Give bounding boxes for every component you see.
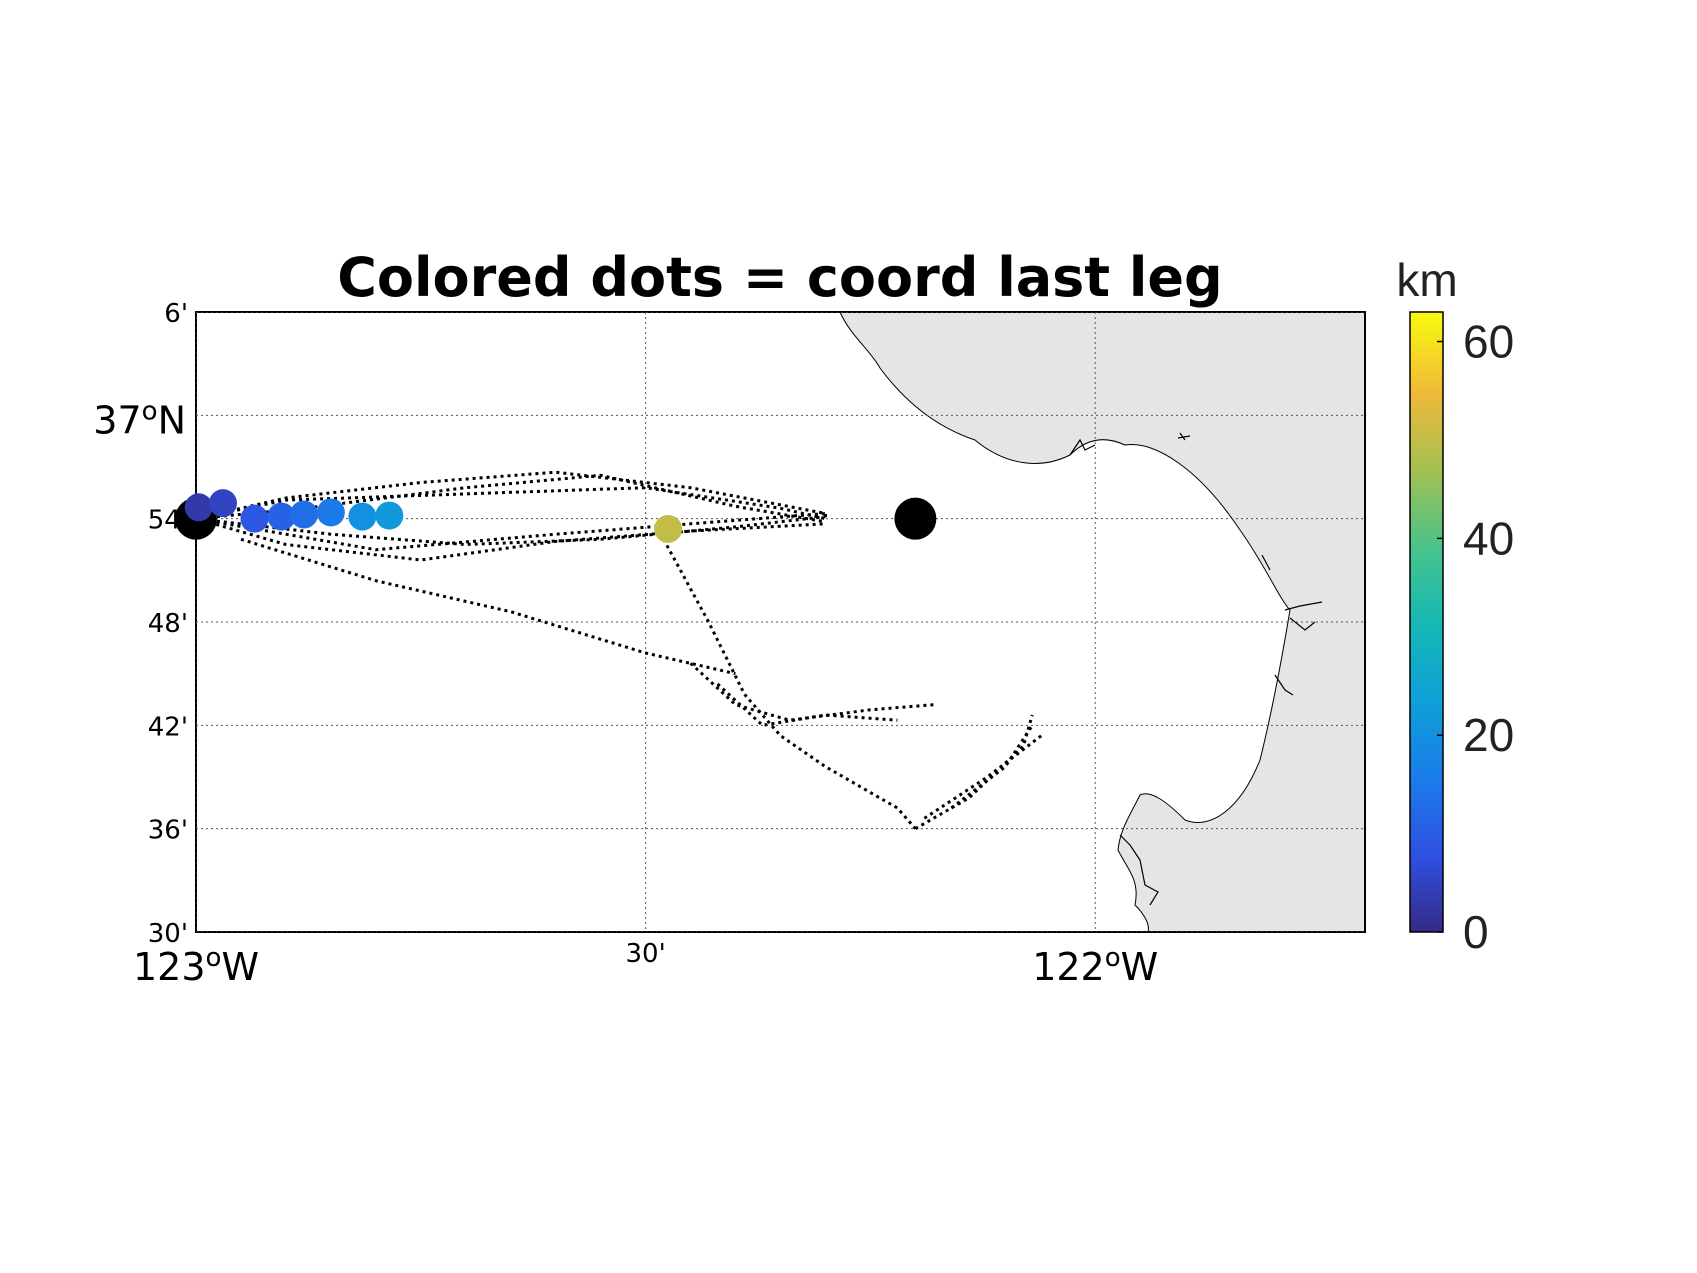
last-leg-point (208, 489, 237, 518)
chart-title: Colored dots = coord last leg (337, 246, 1222, 309)
colorbar-tick-label: 60 (1463, 316, 1514, 368)
glider-track (196, 512, 826, 552)
glider-track (196, 473, 826, 524)
glider-track (196, 517, 826, 562)
glider-track (240, 537, 736, 676)
last-leg-point (240, 504, 269, 533)
glider-track (196, 470, 827, 521)
glider-track (950, 724, 1034, 810)
lat-tick-label: 30' (148, 919, 188, 949)
glider-track (196, 515, 826, 547)
land-mass (839, 311, 1366, 933)
colorbar (1409, 311, 1444, 933)
glider-track (196, 486, 826, 521)
lon-tick-label: 123oW (133, 943, 259, 989)
lon-tick-label: 122oW (1032, 943, 1158, 989)
graticule (196, 312, 1365, 932)
glider-track (716, 682, 898, 727)
colorbar-ticks: 0 20 40 60 (1437, 316, 1514, 958)
last-leg-points (175, 489, 937, 543)
lat-tick-label: 36' (148, 816, 188, 846)
last-leg-point (184, 493, 213, 522)
glider-track (662, 538, 917, 830)
target-point (894, 497, 937, 540)
longitude-tick-labels: 123oW 30' 122oW (133, 939, 1158, 989)
last-leg-point (375, 501, 404, 530)
glider-tracks (196, 470, 1043, 831)
colorbar-tick-label: 0 (1463, 906, 1489, 958)
glider-track (914, 714, 1034, 831)
lat-tick-label: 37oN (93, 396, 186, 442)
lat-tick-label: 48' (148, 609, 188, 639)
last-leg-point (289, 500, 318, 529)
lat-tick-label: 6' (164, 299, 188, 329)
last-leg-point (267, 502, 296, 531)
lat-tick-label: 42' (148, 712, 188, 742)
colorbar-tick-label: 20 (1463, 709, 1514, 761)
colorbar-label: km (1396, 254, 1457, 306)
coastline-inlets (1069, 432, 1323, 906)
last-leg-point (654, 515, 683, 543)
glider-track (689, 662, 934, 722)
last-leg-point (348, 502, 377, 531)
glider-track (923, 734, 1043, 820)
colorbar-tick-label: 40 (1463, 512, 1514, 564)
last-leg-point (316, 498, 345, 527)
lon-tick-label: 30' (625, 939, 665, 969)
